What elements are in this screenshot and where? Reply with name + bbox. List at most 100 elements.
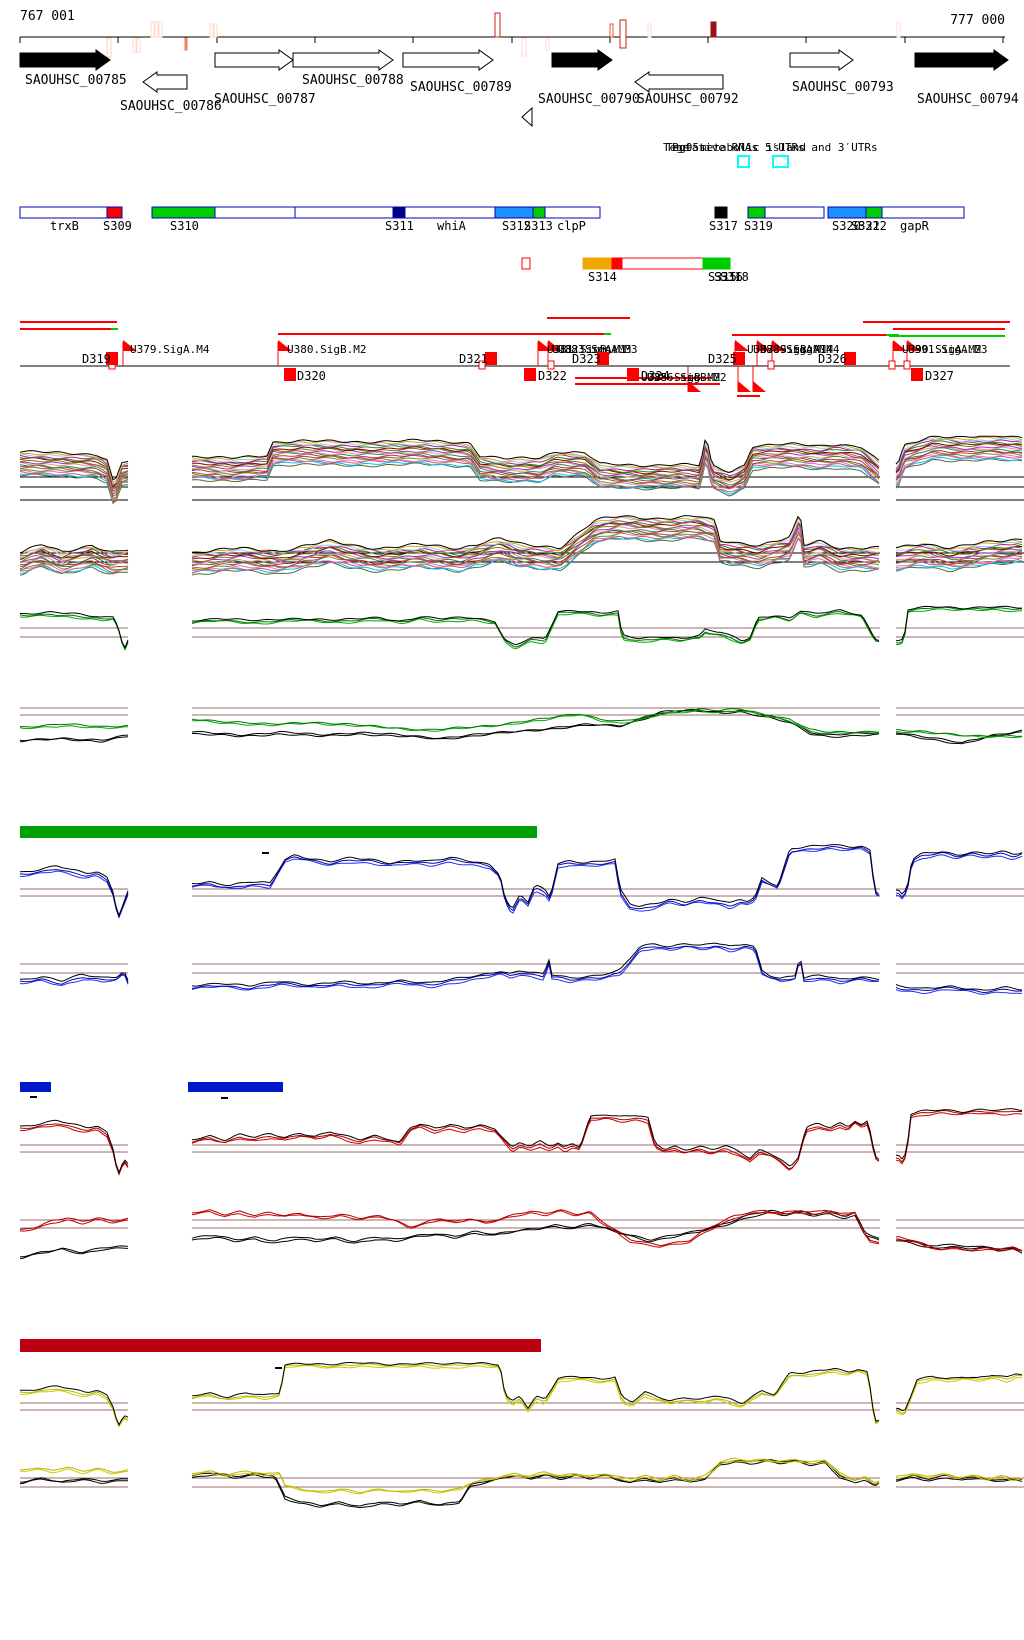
expression-line bbox=[191, 846, 880, 912]
expression-line bbox=[895, 445, 1023, 474]
expression-line bbox=[191, 438, 880, 474]
tss-mark bbox=[132, 37, 137, 53]
transcript-label-S321: S321 bbox=[851, 219, 880, 233]
tss-mark bbox=[896, 21, 901, 38]
expression-line bbox=[895, 561, 1023, 573]
transcript-label-S309: S309 bbox=[103, 219, 132, 233]
expression-line bbox=[191, 1117, 880, 1171]
expression-line bbox=[19, 1478, 128, 1485]
expression-line bbox=[895, 1112, 1023, 1165]
expression-line bbox=[19, 544, 129, 554]
d-marker-label-D321: D321 bbox=[459, 352, 488, 366]
gene-label-SAOUHSC_00789: SAOUHSC_00789 bbox=[410, 80, 512, 95]
expression-line bbox=[895, 450, 1023, 480]
expression-line bbox=[19, 736, 129, 743]
tss-flag-down-icon bbox=[738, 381, 751, 392]
tss-mark bbox=[154, 21, 159, 38]
expression-line bbox=[191, 611, 880, 648]
expression-line bbox=[191, 1114, 880, 1167]
expression-line bbox=[895, 854, 1023, 900]
expression-line bbox=[191, 516, 880, 557]
d-marker-box bbox=[911, 368, 923, 381]
transcript-label-S315: S315 bbox=[708, 270, 737, 284]
transcript-segment bbox=[747, 206, 766, 219]
d-marker-box bbox=[733, 352, 745, 365]
expression-line bbox=[191, 1211, 880, 1244]
expression-line bbox=[191, 1116, 880, 1170]
transcript-label-S319: S319 bbox=[744, 219, 773, 233]
expression-line bbox=[191, 1459, 880, 1507]
expression-line bbox=[191, 452, 880, 486]
expression-line bbox=[19, 466, 129, 498]
d-marker-box bbox=[284, 368, 296, 381]
gene-label-SAOUHSC_00792: SAOUHSC_00792 bbox=[637, 92, 739, 107]
transcript-segment bbox=[494, 206, 534, 219]
tss-mark bbox=[609, 23, 614, 38]
expression-line bbox=[895, 435, 1023, 465]
expression-line bbox=[19, 553, 129, 563]
transcript-label-gapR: gapR bbox=[900, 219, 930, 233]
expression-line bbox=[19, 614, 129, 651]
tss-mark bbox=[710, 21, 717, 38]
expression-line bbox=[191, 708, 880, 733]
gene-arrow-SAOUHSC_00793 bbox=[789, 49, 854, 71]
expression-line bbox=[895, 1374, 1023, 1414]
tss-mark bbox=[106, 37, 112, 58]
expression-line bbox=[191, 531, 880, 571]
expression-line bbox=[895, 442, 1023, 473]
expression-line bbox=[895, 538, 1023, 550]
transcript-segment bbox=[532, 206, 546, 219]
tss-flag-icon bbox=[548, 340, 562, 351]
expression-line bbox=[19, 459, 129, 491]
expression-line bbox=[895, 454, 1023, 484]
tick-dash bbox=[221, 1097, 228, 1099]
expression-line bbox=[191, 847, 880, 914]
expression-line bbox=[895, 456, 1023, 487]
expression-line bbox=[191, 448, 880, 481]
utr-label-U387.SigB.M1: U387.SigB.M1 bbox=[747, 343, 826, 356]
expression-line bbox=[895, 1236, 1023, 1252]
expression-line bbox=[191, 523, 880, 563]
expression-line bbox=[895, 850, 1023, 895]
tss-flag-icon bbox=[907, 340, 921, 351]
expression-line bbox=[19, 450, 129, 481]
expression-line bbox=[19, 725, 128, 730]
expression-line bbox=[19, 1123, 129, 1176]
transcript-label-clpP: clpP bbox=[557, 219, 586, 233]
expression-line bbox=[19, 1247, 129, 1260]
expression-line bbox=[19, 1125, 129, 1176]
expression-line bbox=[895, 730, 1023, 739]
d-marker-label-D320: D320 bbox=[297, 369, 326, 383]
d-marker-label-D325: D325 bbox=[708, 352, 737, 366]
tss-mark bbox=[213, 23, 218, 38]
flag-base-square bbox=[767, 360, 775, 370]
transcript-segment bbox=[392, 206, 406, 219]
d-marker-box bbox=[597, 352, 609, 365]
utr-label-U389.SigA.M4: U389.SigA.M4 bbox=[760, 343, 840, 356]
expression-line bbox=[191, 521, 880, 560]
utr-label-U391.SigA.M3: U391.SigA.M3 bbox=[908, 343, 987, 356]
utr-label-U379.SigA.M4: U379.SigA.M4 bbox=[130, 343, 210, 356]
flag-base-square bbox=[903, 360, 911, 370]
expression-line bbox=[895, 1238, 1023, 1252]
tick-dash bbox=[275, 1367, 282, 1369]
expression-line bbox=[191, 462, 880, 497]
tss-mark bbox=[521, 37, 527, 57]
expression-line bbox=[895, 986, 1023, 994]
expression-line bbox=[19, 559, 129, 570]
expression-line bbox=[895, 543, 1023, 556]
tss-flag-icon bbox=[278, 340, 292, 351]
expression-line bbox=[19, 870, 129, 919]
expression-line bbox=[895, 446, 1023, 477]
tick-dash bbox=[262, 852, 269, 854]
expression-line bbox=[895, 1476, 1023, 1482]
d-marker-label-D324: D324 bbox=[641, 369, 670, 383]
expression-line bbox=[895, 454, 1023, 486]
expression-line bbox=[895, 1373, 1023, 1412]
gene-label-SAOUHSC_00786: SAOUHSC_00786 bbox=[120, 99, 222, 114]
small-left-triangle-icon bbox=[521, 106, 533, 128]
expression-line bbox=[895, 451, 1023, 481]
expression-line bbox=[19, 734, 129, 742]
